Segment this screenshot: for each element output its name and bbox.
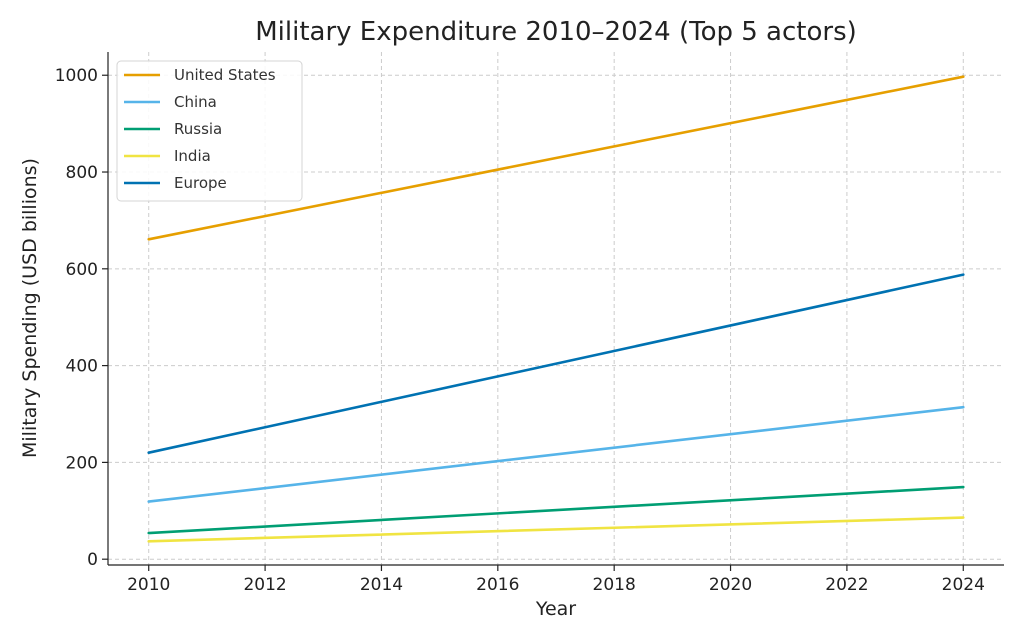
x-tick-label: 2020	[709, 575, 752, 595]
x-tick-label: 2022	[825, 575, 868, 595]
x-tick-label: 2014	[360, 575, 403, 595]
legend: United States China Russia India Europe	[116, 60, 303, 202]
y-tick-label: 1000	[55, 66, 98, 86]
x-tick-label: 2010	[127, 575, 170, 595]
legend-label-china: China	[174, 93, 217, 111]
series-line-europe	[147, 273, 965, 455]
y-axis-label: Military Spending (USD billions)	[19, 158, 41, 458]
x-tick-label: 2018	[593, 575, 636, 595]
y-tick-label: 200	[66, 453, 98, 473]
series-line-china	[147, 405, 965, 503]
legend-box	[116, 60, 303, 202]
legend-label-united-states: United States	[174, 66, 276, 84]
x-axis-label: Year	[535, 598, 576, 620]
y-tick-label: 600	[66, 260, 98, 280]
series-line-india	[147, 516, 965, 543]
legend-items: United States China Russia India Europe	[124, 66, 276, 192]
legend-label-india: India	[174, 147, 211, 165]
legend-label-europe: Europe	[174, 174, 227, 192]
x-tick-label: 2012	[243, 575, 286, 595]
series-lines	[147, 75, 965, 543]
axes	[107, 52, 1004, 566]
chart-title: Military Expenditure 2010–2024 (Top 5 ac…	[255, 17, 857, 47]
x-tick-label: 2016	[476, 575, 519, 595]
series-line-russia	[147, 485, 965, 535]
y-tick-label: 0	[87, 550, 98, 570]
y-tick-label: 400	[66, 357, 98, 377]
series-line-united-states	[147, 75, 965, 241]
x-axis-ticks: 2010 2012 2014 2016 2018 2020 2022 2024	[127, 565, 985, 595]
x-tick-label: 2024	[942, 575, 985, 595]
y-axis-ticks: 0 200 400 600 800 1000	[55, 66, 108, 570]
y-tick-label: 800	[66, 163, 98, 183]
legend-label-russia: Russia	[174, 120, 222, 138]
